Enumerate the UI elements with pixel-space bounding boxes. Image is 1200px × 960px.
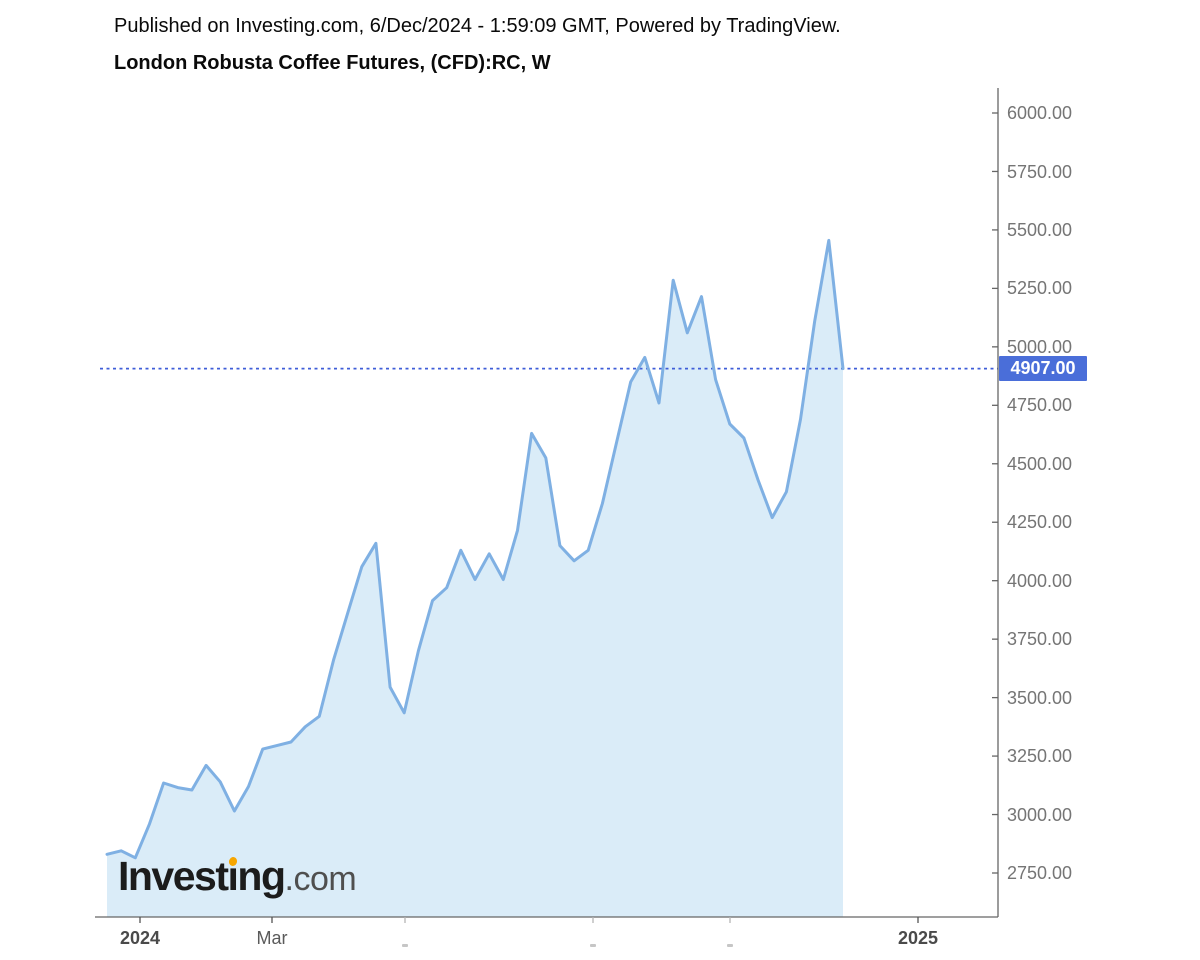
x-axis-label: 2025 <box>897 928 939 948</box>
x-axis-faint-label <box>402 944 408 947</box>
y-axis-label: 5500.00 <box>1007 219 1073 240</box>
price-line <box>105 238 845 860</box>
page-title: London Robusta Coffee Futures, (CFD):RC,… <box>114 52 551 74</box>
y-axis-label: 6000.00 <box>1007 103 1073 123</box>
y-axis-label: 5250.00 <box>1007 278 1073 299</box>
y-axis-label: 3750.00 <box>1007 629 1073 650</box>
y-axis-label: 5000.00 <box>1007 336 1073 357</box>
x-axis-label: 2024 <box>119 928 161 948</box>
y-axis-label: 2750.00 <box>1007 863 1073 883</box>
price-area-fill <box>107 240 843 917</box>
wordmark-dotless-i: ı <box>227 853 239 899</box>
y-axis-label: 3250.00 <box>1007 746 1073 767</box>
investing-logo: Investı ng.com <box>118 853 357 900</box>
investing-wordmark: Investı ng <box>118 853 286 899</box>
x-axis-faint-label <box>590 944 596 947</box>
y-axis-label: 3500.00 <box>1007 687 1073 708</box>
y-axis-label: 4750.00 <box>1007 395 1073 416</box>
y-axis-label: 4500.00 <box>1007 453 1073 474</box>
published-line: Published on Investing.com, 6/Dec/2024 -… <box>114 15 841 37</box>
y-axis-label: 4000.00 <box>1007 570 1073 591</box>
wordmark-prefix: Invest <box>118 853 229 899</box>
last-price-label: 4907.00 <box>999 356 1087 382</box>
logo-domain: .com <box>284 860 357 898</box>
y-axis-label: 5750.00 <box>1007 161 1073 182</box>
wordmark-suffix: ng <box>237 853 286 899</box>
y-axis-label: 3000.00 <box>1007 804 1073 825</box>
x-axis-faint-label <box>727 944 733 947</box>
y-axis-label: 4250.00 <box>1007 512 1073 533</box>
x-axis-label: Mar <box>256 928 288 948</box>
